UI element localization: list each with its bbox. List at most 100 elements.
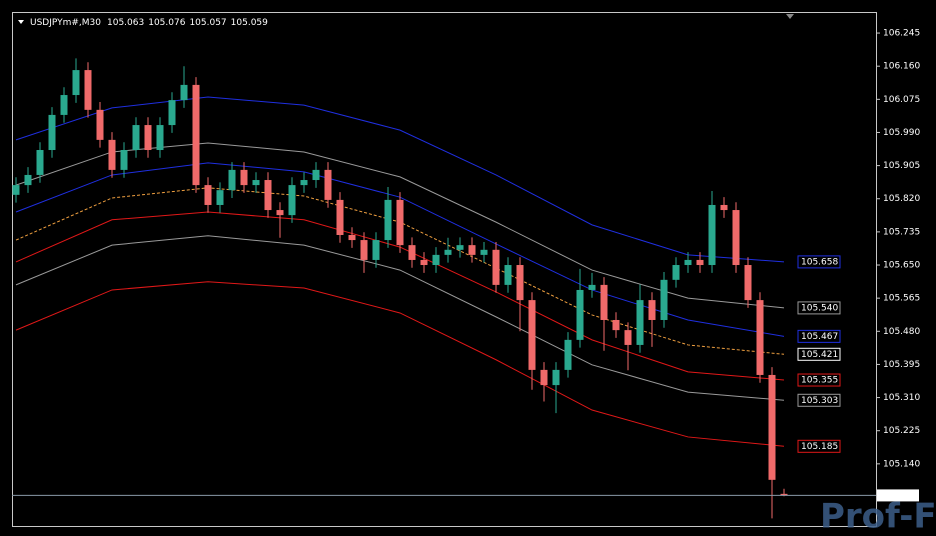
y-tick-label: 105.820 [883, 194, 920, 204]
candle-body [84, 70, 92, 110]
candle-body [552, 369, 560, 386]
candle-body [636, 300, 644, 345]
last-price-label: 105.059 [880, 491, 917, 501]
candle-body [504, 265, 512, 285]
y-tick-label: 105.990 [883, 128, 920, 138]
candle-body [684, 259, 692, 266]
candle-body [132, 125, 140, 151]
candle-body [372, 240, 380, 260]
watermark: Prof-FX [820, 497, 936, 536]
y-tick-label: 105.225 [883, 426, 920, 436]
price-label-box [797, 373, 841, 387]
band-line [15, 235, 785, 401]
candle-body [96, 109, 104, 140]
last-price-box [877, 489, 919, 502]
y-tick-label: 106.245 [883, 29, 920, 39]
candle-body [444, 249, 452, 255]
band-line [15, 142, 785, 309]
candle-body [516, 265, 524, 301]
price-label: 105.658 [801, 257, 838, 267]
candle-body [288, 185, 296, 216]
candle-body [168, 100, 176, 126]
low: 105.057 [189, 18, 226, 28]
candle-body [348, 234, 356, 241]
chart-header: USDJPYm#,M30 105.063 105.076 105.057 105.059 [30, 18, 268, 28]
y-tick-label: 105.395 [883, 360, 920, 370]
candle-body [576, 289, 584, 340]
candle-body [24, 174, 32, 186]
plot-frame [12, 12, 877, 527]
y-tick-label: 105.480 [883, 327, 920, 337]
candle-body [612, 319, 620, 331]
plot: 106.245 106.160 106.075 105.990 105.905 105.8… [12, 29, 920, 519]
candle-body [252, 180, 260, 186]
candle-body [144, 125, 152, 151]
candle-body [228, 169, 236, 191]
y-tick-label: 105.735 [883, 227, 920, 237]
y-tick-label: 105.140 [883, 459, 920, 469]
band-line [15, 96, 785, 263]
shift-marker [786, 14, 794, 19]
price-label: 105.421 [801, 350, 838, 360]
price-label: 105.540 [801, 303, 838, 313]
price-label-box [797, 393, 841, 407]
candle-body [480, 249, 488, 255]
y-tick-label: 105.310 [883, 393, 920, 403]
candle-body [468, 245, 476, 255]
candle-body [120, 150, 128, 170]
y-tick-label: 106.075 [883, 95, 920, 105]
candle-body [60, 95, 68, 115]
candle-body [432, 254, 440, 266]
candle-body [708, 204, 716, 266]
candle-body [336, 199, 344, 235]
price-label-box [797, 255, 841, 269]
price-label: 105.355 [801, 376, 838, 386]
price-label: 105.185 [801, 442, 838, 452]
candle-body [72, 70, 80, 96]
price-label-box [797, 329, 841, 343]
candle-body [312, 169, 320, 181]
candle-body [756, 300, 764, 375]
high: 105.076 [148, 18, 185, 28]
candle-body [192, 84, 200, 186]
candle-body [648, 300, 656, 320]
price-label-box [797, 347, 841, 361]
candle-body [396, 199, 404, 246]
y-tick-label: 105.650 [883, 261, 920, 271]
candle-body [456, 245, 464, 250]
close: 105.059 [231, 18, 268, 28]
candle-body [492, 249, 500, 285]
candle-body [528, 300, 536, 370]
candle-body [324, 169, 332, 200]
candle-body [564, 339, 572, 370]
y-tick-label: 105.905 [883, 161, 920, 171]
candle-body [180, 84, 188, 101]
candle-body [276, 210, 284, 216]
price-label: 105.467 [801, 332, 838, 342]
symbol: USDJPYm#,M30 [30, 18, 101, 28]
candle-body [660, 279, 668, 320]
candle-body [600, 284, 608, 320]
candle-body [768, 374, 776, 480]
menu-arrow[interactable] [18, 20, 24, 24]
candle-body [780, 493, 788, 496]
candle-body [12, 185, 20, 195]
candle-body [720, 204, 728, 211]
price-label-box [797, 439, 841, 453]
candle-body [216, 190, 224, 205]
candle-body [408, 245, 416, 260]
candle-body [624, 330, 632, 345]
candle-body [108, 139, 116, 170]
candle-body [360, 240, 368, 260]
candle-body [156, 125, 164, 151]
price-label-box [797, 301, 841, 315]
y-tick-label: 105.565 [883, 294, 920, 304]
open: 105.063 [107, 18, 144, 28]
candle-body [48, 114, 56, 151]
band-line [15, 281, 785, 447]
candle-body [744, 265, 752, 301]
y-tick-label: 106.160 [883, 62, 920, 72]
candle-body [696, 259, 704, 266]
